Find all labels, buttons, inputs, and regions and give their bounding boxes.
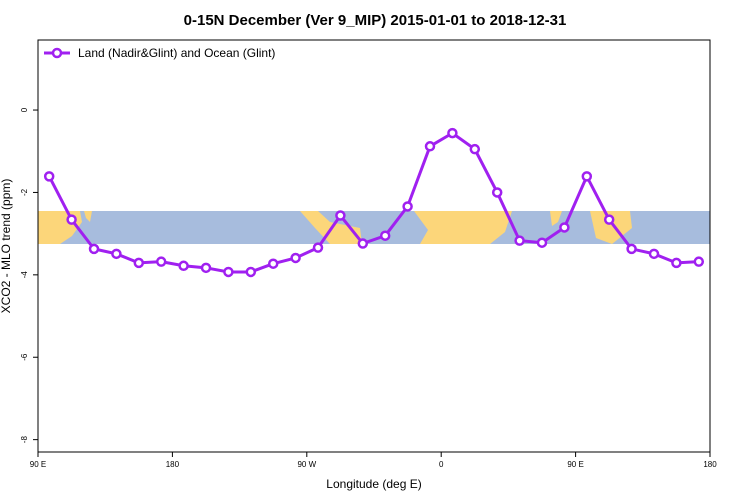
- data-point: [581, 171, 593, 182]
- y-tick-label: -6: [20, 353, 29, 361]
- data-point: [223, 266, 234, 278]
- x-axis-label: Longitude (deg E): [326, 477, 421, 491]
- data-point: [447, 127, 458, 139]
- x-tick-label: 90 W: [297, 460, 316, 469]
- data-point: [469, 143, 481, 155]
- data-point: [514, 235, 525, 246]
- x-tick-label: 180: [703, 460, 717, 469]
- data-line: [47, 131, 699, 274]
- x-tick-label: 180: [166, 460, 180, 469]
- y-tick-label: -2: [20, 188, 29, 196]
- data-point: [402, 201, 413, 212]
- y-axis-label: XCO2 - MLO trend (ppm): [0, 179, 13, 314]
- data-point: [267, 258, 279, 269]
- data-point: [536, 237, 548, 248]
- data-point: [88, 243, 100, 255]
- data-point: [245, 266, 257, 278]
- legend-marker: [51, 47, 63, 59]
- data-point: [603, 214, 615, 225]
- data-point: [491, 187, 503, 198]
- x-tick-label: 0: [439, 460, 444, 469]
- data-point: [200, 262, 212, 274]
- data-point: [290, 252, 301, 264]
- x-tick-label: 90 E: [30, 460, 46, 469]
- data-point: [357, 238, 369, 249]
- data-point: [178, 260, 189, 272]
- x-tick-label: 90 E: [567, 460, 583, 469]
- data-point: [693, 256, 705, 267]
- data-point: [335, 210, 346, 221]
- data-point: [626, 243, 637, 255]
- data-point: [312, 242, 324, 253]
- data-point: [648, 248, 660, 260]
- data-point: [111, 248, 122, 260]
- data-point: [559, 222, 570, 233]
- data-point: [379, 230, 391, 241]
- y-tick-label: -4: [20, 271, 29, 279]
- y-tick-label: 0: [20, 107, 29, 112]
- data-point: [155, 256, 167, 267]
- legend-label: Land (Nadir&Glint) and Ocean (Glint): [78, 46, 275, 60]
- plot-frame: [37, 39, 711, 453]
- data-point: [133, 257, 145, 269]
- data-point: [671, 257, 682, 269]
- data-point: [424, 141, 436, 152]
- data-point: [66, 214, 77, 225]
- data-point: [43, 171, 55, 182]
- chart-title: 0-15N December (Ver 9_MIP) 2015-01-01 to…: [184, 12, 567, 29]
- y-tick-label: -8: [20, 436, 29, 444]
